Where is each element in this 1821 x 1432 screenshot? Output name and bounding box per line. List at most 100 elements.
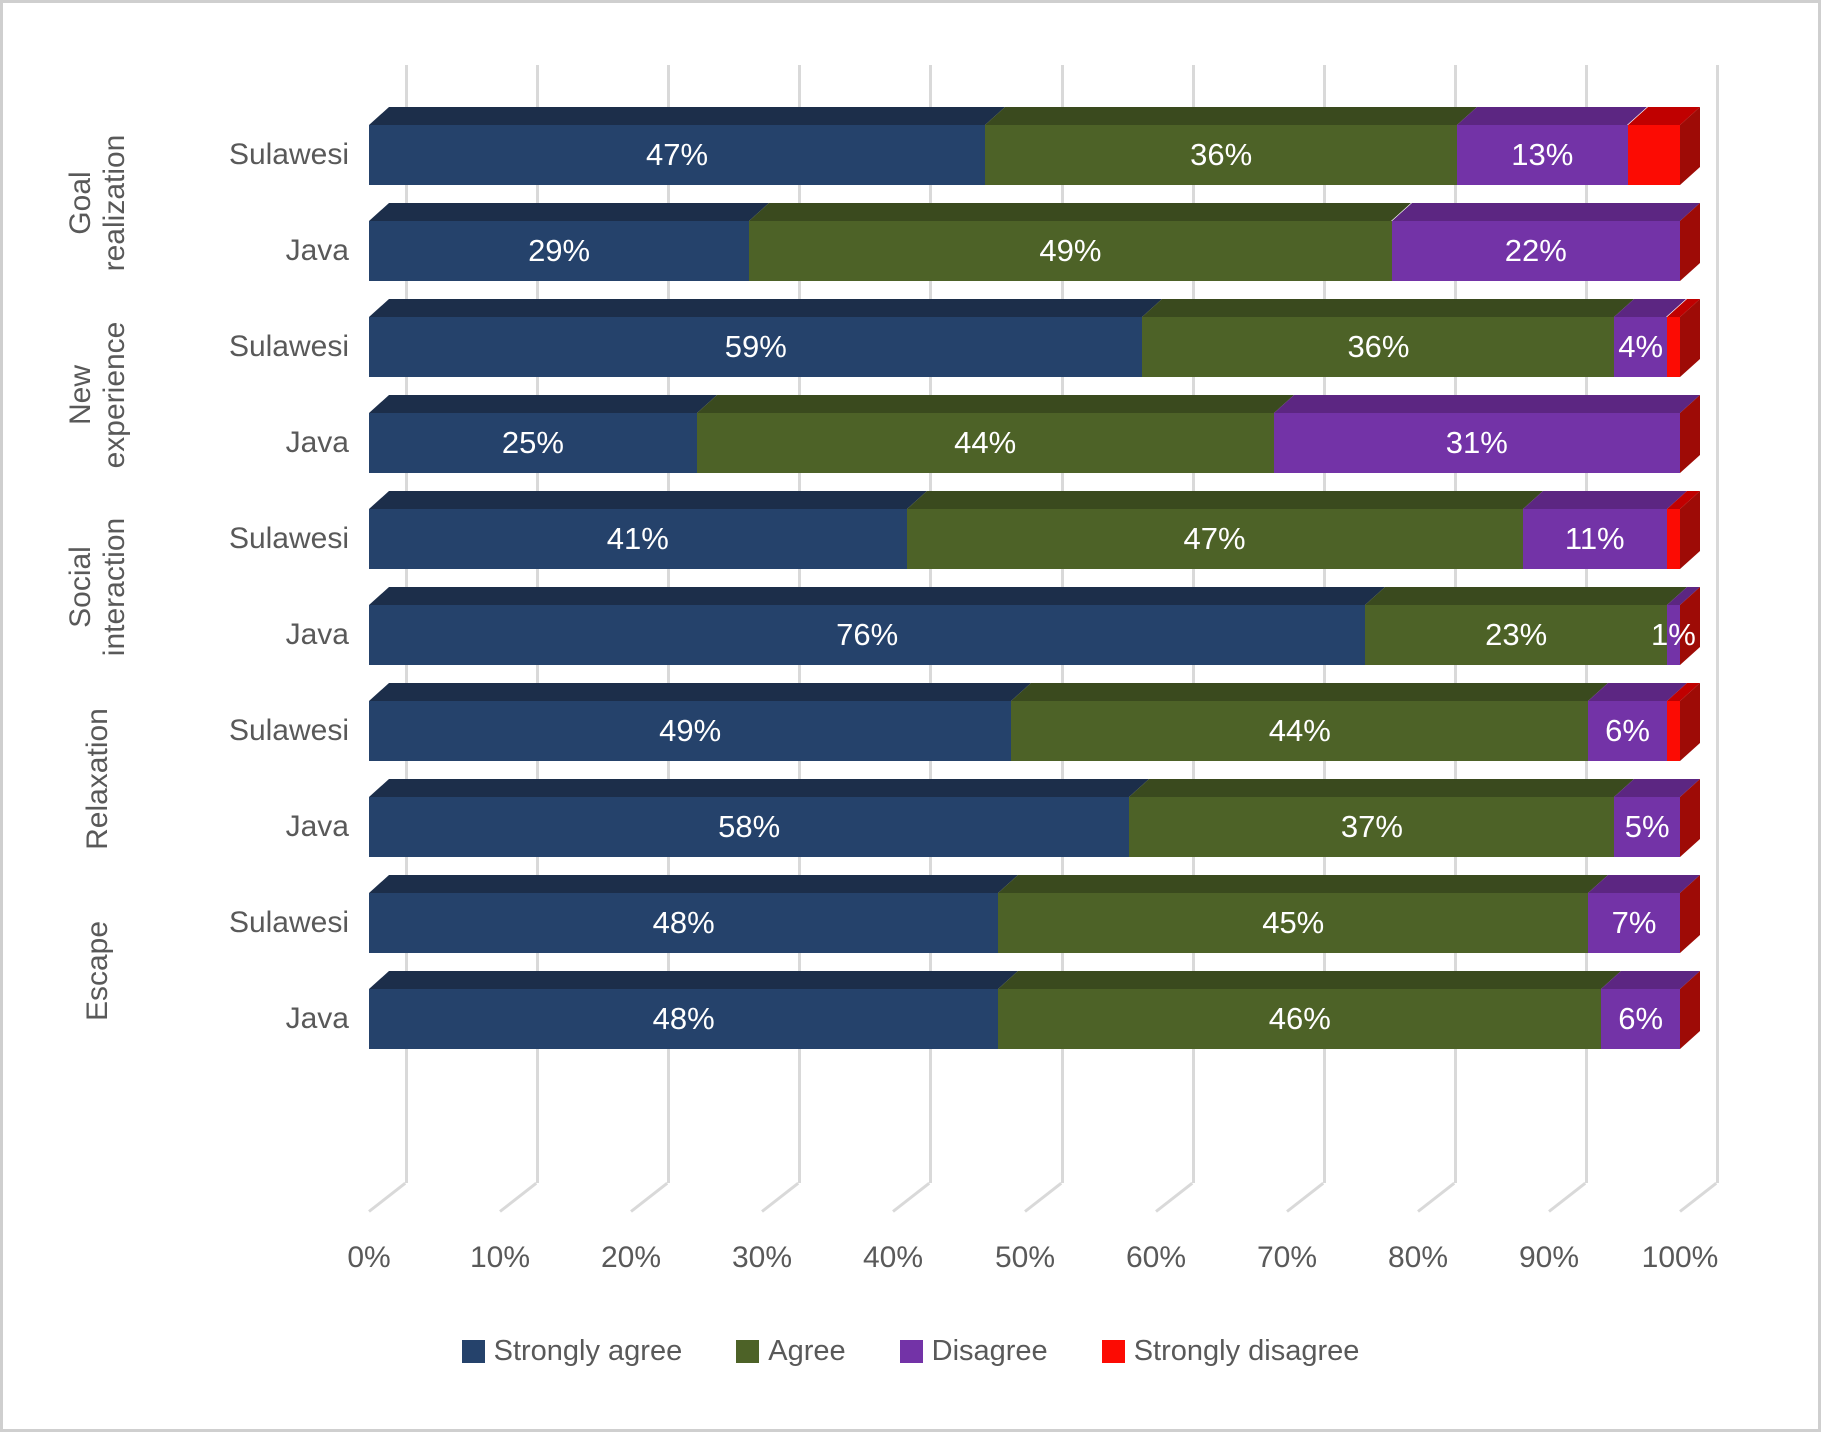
data-label: 44% <box>954 425 1017 460</box>
bar-segment: 29% <box>369 203 770 281</box>
bar-segment-top-face <box>369 683 1032 701</box>
category-label: Sulawesi <box>228 138 349 171</box>
category-label: Java <box>285 234 349 267</box>
x-axis-label: 0% <box>347 1241 391 1274</box>
bar-segment-top-face <box>369 779 1150 797</box>
bar-segment-top-face <box>1365 587 1687 605</box>
category-label: Java <box>285 1002 349 1035</box>
data-label: 49% <box>1039 233 1102 268</box>
category-label: Java <box>285 426 349 459</box>
legend: Strongly agree Agree Disagree Strongly disa… <box>3 1335 1818 1368</box>
bar-segment <box>1666 299 1700 377</box>
bar-row: 41% 47% 11% <box>369 490 1700 569</box>
bar-segment-top-face <box>369 107 1006 125</box>
x-axis-label: 80% <box>1387 1241 1449 1274</box>
data-label: 37% <box>1340 809 1403 844</box>
bar-row: 58% 37% 5% <box>369 778 1700 857</box>
bar-segment: 6% <box>1601 971 1700 1049</box>
x-axis-label: 30% <box>731 1241 793 1274</box>
bar-segment: 49% <box>369 683 1032 761</box>
bar-segment <box>1666 491 1700 569</box>
bar-row: 76% 23% 1% <box>369 586 1700 665</box>
bar-segment: 37% <box>1129 779 1635 857</box>
data-label: 59% <box>724 329 787 364</box>
bar-row: 47% 36% 13% <box>369 106 1700 185</box>
bar-segment: 48% <box>369 875 1019 953</box>
bar-segment-top-face <box>1522 491 1687 509</box>
bar-segment: 36% <box>1142 299 1635 377</box>
data-label: 25% <box>501 425 564 460</box>
legend-item: Strongly agree <box>461 1335 683 1368</box>
x-axis-tick <box>1286 1181 1325 1213</box>
bar-segment-top-face <box>369 587 1386 605</box>
bar-row: 48% 46% 6% <box>369 970 1700 1049</box>
category-label: Java <box>285 810 349 843</box>
x-axis-tick <box>761 1181 800 1213</box>
bar-segment: 59% <box>369 299 1163 377</box>
data-label: 11% <box>1564 521 1625 556</box>
legend-label: Disagree <box>931 1335 1048 1367</box>
bar-segment-top-face <box>1142 299 1635 317</box>
x-axis-tick <box>499 1181 538 1213</box>
legend-item: Agree <box>736 1335 846 1368</box>
bar-segment-top-face <box>1011 683 1609 701</box>
x-axis-tick <box>630 1181 669 1213</box>
bar-segment: 11% <box>1522 491 1687 569</box>
x-axis-label: 20% <box>600 1241 662 1274</box>
legend-swatch-icon <box>1101 1340 1125 1363</box>
data-label: 31% <box>1445 425 1508 460</box>
data-label: 1% <box>1651 617 1696 652</box>
data-label: 36% <box>1347 329 1410 364</box>
bar-segment: 47% <box>906 491 1543 569</box>
data-label: 48% <box>652 1001 715 1036</box>
data-label: 47% <box>646 137 709 172</box>
bar-segment: 47% <box>369 107 1006 185</box>
x-axis-tick <box>1155 1181 1194 1213</box>
bar-segment-top-face <box>369 203 770 221</box>
data-label: 7% <box>1611 905 1657 940</box>
bar-segment-top-face <box>1129 779 1635 797</box>
bar-segment: 58% <box>369 779 1150 857</box>
data-label: 4% <box>1618 329 1664 364</box>
x-axis-tick <box>892 1181 931 1213</box>
bar-row: 29% 49% 22% <box>369 202 1700 281</box>
bar-segment: 45% <box>998 875 1609 953</box>
data-label: 41% <box>606 521 669 556</box>
bar-segment: 31% <box>1273 395 1700 473</box>
x-axis-label: 90% <box>1518 1241 1580 1274</box>
data-label: 46% <box>1268 1001 1331 1036</box>
bar-segment: 41% <box>369 491 927 569</box>
x-axis-label: 100% <box>1641 1241 1719 1274</box>
x-axis-label: 50% <box>994 1241 1056 1274</box>
legend-label: Strongly agree <box>493 1335 683 1367</box>
bar-row: 25% 44% 31% <box>369 394 1700 473</box>
bar-segment-top-face <box>998 875 1609 893</box>
data-label: 6% <box>1605 713 1650 748</box>
legend-swatch-icon <box>461 1340 485 1363</box>
bar-segment-top-face <box>1273 395 1700 413</box>
data-label: 48% <box>652 905 715 940</box>
legend-swatch-icon <box>899 1340 923 1363</box>
bar-segment: 48% <box>369 971 1019 1049</box>
data-label: 58% <box>718 809 781 844</box>
category-label: Sulawesi <box>228 522 349 555</box>
bar-segment <box>1627 107 1700 185</box>
x-axis-label: 60% <box>1125 1241 1187 1274</box>
bar-segment: 1% <box>1651 587 1700 665</box>
data-label: 6% <box>1618 1001 1664 1036</box>
bar-segment: 7% <box>1588 875 1700 953</box>
x-axis-tick <box>1548 1181 1587 1213</box>
data-label: 29% <box>528 233 591 268</box>
bar-segment: 23% <box>1365 587 1687 665</box>
data-label: 36% <box>1190 137 1253 172</box>
category-label: Sulawesi <box>228 330 349 363</box>
legend-swatch-icon <box>736 1340 760 1363</box>
bar-segment-top-face <box>906 491 1543 509</box>
bar-segment-top-face <box>369 875 1019 893</box>
data-label: 45% <box>1262 905 1325 940</box>
x-axis-label: 40% <box>862 1241 924 1274</box>
data-label: 23% <box>1485 617 1548 652</box>
bar-segment: 44% <box>1011 683 1609 761</box>
category-label: Sulawesi <box>228 906 349 939</box>
x-axis-label: 70% <box>1256 1241 1318 1274</box>
